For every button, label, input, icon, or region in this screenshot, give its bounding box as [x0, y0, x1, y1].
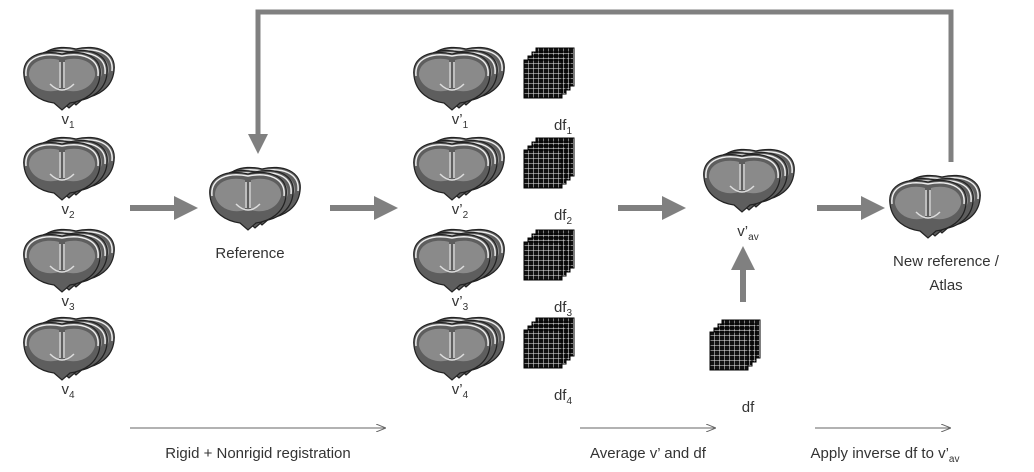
- label-text: df: [554, 117, 567, 134]
- label-text: df: [554, 299, 567, 316]
- average-label: v’av: [737, 223, 758, 243]
- volume-label: v4: [61, 381, 75, 401]
- label-text: Reference: [215, 245, 284, 262]
- label-text: df: [554, 387, 567, 404]
- caption-text: Apply inverse df to v’: [811, 445, 949, 462]
- deformation-field: [524, 230, 574, 280]
- new-reference-label: New reference /: [893, 253, 1000, 270]
- registered-label: v’3: [452, 293, 469, 313]
- registered-label: v’4: [452, 381, 469, 401]
- brain-volume: [24, 47, 115, 110]
- label-subscript: 4: [69, 390, 75, 401]
- brain-volume: [24, 229, 115, 292]
- label-subscript: 2: [463, 210, 469, 221]
- volume-label: v3: [61, 293, 75, 313]
- field-label: df4: [554, 387, 573, 407]
- caption-text: Rigid + Nonrigid registration: [165, 445, 351, 462]
- brain-volume: [24, 317, 115, 380]
- label-text: v’: [737, 223, 748, 240]
- reference-label: Reference: [215, 245, 284, 262]
- label-text: v’: [452, 111, 463, 128]
- field-label: df2: [554, 207, 573, 227]
- label-text: v’: [452, 381, 463, 398]
- label-subscript: 3: [566, 308, 572, 319]
- volume-label: v1: [61, 111, 75, 131]
- brain-volume: [24, 137, 115, 200]
- label-subscript: 3: [69, 302, 75, 313]
- caption-subscript: av: [949, 454, 960, 465]
- registered-brain: [414, 137, 505, 200]
- label-subscript: 4: [566, 396, 572, 407]
- registered-brain: [414, 229, 505, 292]
- deformation-field: [524, 318, 574, 368]
- average-brain: [704, 149, 795, 212]
- volume-label: v2: [61, 201, 75, 221]
- registered-brain: [414, 47, 505, 110]
- step-caption: Apply inverse df to v’av: [811, 445, 960, 465]
- label-subscript: 1: [69, 120, 75, 131]
- label-text: v’: [452, 201, 463, 218]
- deformation-field: [524, 138, 574, 188]
- registered-brain: [414, 317, 505, 380]
- step-caption: Rigid + Nonrigid registration: [165, 445, 351, 462]
- new-reference-label: Atlas: [929, 277, 962, 294]
- label-subscript: 2: [69, 210, 75, 221]
- field-label: df3: [554, 299, 573, 319]
- label-subscript: 3: [463, 302, 469, 313]
- diagram: v1v2v3v4Referencev’1v’2v’3v’4df1df2df3df…: [0, 0, 1034, 472]
- reference-brain: [210, 167, 301, 230]
- step-caption: Average v’ and df: [590, 445, 707, 462]
- caption-text: Average v’ and df: [590, 445, 707, 462]
- label-subscript: 1: [463, 120, 469, 131]
- registered-label: v’1: [452, 111, 469, 131]
- mean-field-label: df: [742, 399, 755, 416]
- label-subscript: 2: [566, 216, 572, 227]
- mean-field: [710, 320, 760, 370]
- label-subscript: av: [748, 232, 759, 243]
- label-subscript: 1: [566, 126, 572, 137]
- registered-label: v’2: [452, 201, 469, 221]
- label-text: v’: [452, 293, 463, 310]
- field-label: df1: [554, 117, 573, 137]
- new-reference-brain: [890, 175, 981, 238]
- label-text: df: [742, 399, 755, 416]
- deformation-field: [524, 48, 574, 98]
- label-text: df: [554, 207, 567, 224]
- label-subscript: 4: [463, 390, 469, 401]
- feedback-arrow: [258, 12, 951, 162]
